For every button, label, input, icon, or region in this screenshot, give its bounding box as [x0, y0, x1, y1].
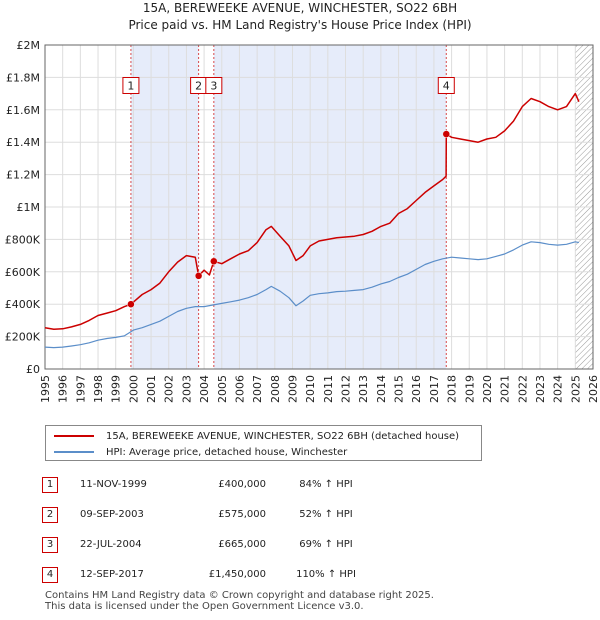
y-tick-label: £800K [5, 233, 41, 246]
x-tick-label: 2010 [304, 375, 317, 403]
property-price-line [44, 92, 580, 331]
sale-number-badge: 2 [42, 507, 58, 523]
footer-line-licence: This data is licensed under the Open Gov… [45, 601, 364, 612]
sale-number-label: 4 [443, 80, 450, 93]
sale-price: £575,000 [218, 509, 266, 520]
legend-swatch-property [54, 435, 94, 437]
y-tick-label: £2M [17, 39, 41, 52]
footer-attribution: Contains HM Land Registry data © Crown c… [45, 590, 434, 612]
y-tick-label: £200K [5, 331, 41, 344]
sale-number-label: 2 [195, 80, 202, 93]
sale-point [210, 257, 218, 266]
x-tick-label: 2022 [516, 375, 529, 403]
x-tick-label: 2012 [340, 375, 353, 403]
y-tick-label: £1.6M [6, 104, 40, 117]
x-tick-label: 2003 [180, 375, 193, 403]
x-tick-label: 2009 [286, 375, 299, 403]
legend-item-hpi: HPI: Average price, detached house, Winc… [54, 444, 347, 460]
y-tick-label: £0 [26, 363, 40, 376]
x-tick-label: 2013 [357, 375, 370, 403]
price-chart: 15A, BEREWEEKE AVENUE, WINCHESTER, SO22 … [5, 1, 600, 403]
x-tick-label: 1997 [74, 375, 87, 403]
x-tick-label: 2021 [499, 375, 512, 403]
x-tick-label: 2017 [428, 375, 441, 403]
x-tick-label: 2023 [534, 375, 547, 403]
sale-date: 12-SEP-2017 [80, 569, 144, 580]
y-tick-label: £1.2M [6, 169, 40, 182]
x-tick-label: 2002 [163, 375, 176, 403]
x-tick-label: 2016 [410, 375, 423, 403]
x-tick-label: 1998 [92, 375, 105, 403]
chart-title-line1: 15A, BEREWEEKE AVENUE, WINCHESTER, SO22 … [143, 1, 457, 15]
x-tick-label: 2026 [587, 375, 600, 403]
table-row: 4 12-SEP-2017 £1,450,000 110% ↑ HPI [40, 567, 440, 585]
sale-price: £665,000 [218, 539, 266, 550]
x-tick-label: 1999 [110, 375, 123, 403]
chart-title-line2: Price paid vs. HM Land Registry's House … [128, 18, 471, 32]
sale-date: 22-JUL-2004 [80, 539, 142, 550]
sale-date: 11-NOV-1999 [80, 479, 147, 490]
y-tick-label: £1M [17, 201, 41, 214]
y-tick-label: £1.8M [6, 71, 40, 84]
x-tick-label: 2000 [127, 375, 140, 403]
x-tick-label: 2008 [269, 375, 282, 403]
x-tick-label: 2018 [446, 375, 459, 403]
sale-hpi-change: 69% ↑ HPI [299, 539, 353, 550]
legend-label-property: 15A, BEREWEEKE AVENUE, WINCHESTER, SO22 … [106, 430, 460, 442]
sale-point [442, 130, 451, 138]
sale-number-badge: 4 [42, 567, 58, 583]
sale-hpi-change: 110% ↑ HPI [296, 569, 356, 580]
x-tick-label: 1995 [39, 375, 52, 403]
x-tick-label: 2020 [481, 375, 494, 403]
x-tick-label: 2019 [463, 375, 476, 403]
hpi-line [44, 241, 580, 349]
x-tick-label: 2025 [569, 375, 582, 403]
sale-number-label: 3 [210, 80, 217, 93]
sale-number-badge: 3 [42, 537, 58, 553]
x-tick-label: 2004 [198, 375, 211, 403]
sale-number-badge: 1 [42, 477, 58, 493]
sale-point [194, 272, 203, 280]
sale-hpi-change: 52% ↑ HPI [299, 509, 353, 520]
sale-price: £1,450,000 [208, 569, 266, 580]
footer-line-copyright: Contains HM Land Registry data © Crown c… [45, 590, 434, 601]
sale-hpi-change: 84% ↑ HPI [299, 479, 353, 490]
table-row: 2 09-SEP-2003 £575,000 52% ↑ HPI [40, 507, 440, 525]
legend-item-property: 15A, BEREWEEKE AVENUE, WINCHESTER, SO22 … [54, 428, 459, 444]
x-tick-label: 2005 [216, 375, 229, 403]
legend-label-hpi: HPI: Average price, detached house, Winc… [106, 446, 348, 458]
x-tick-label: 2014 [375, 375, 388, 403]
x-tick-label: 2006 [233, 375, 246, 403]
sale-point [127, 300, 135, 308]
x-tick-label: 2007 [251, 375, 264, 403]
x-tick-label: 2024 [552, 375, 565, 403]
sale-price: £400,000 [218, 479, 266, 490]
y-tick-label: £600K [5, 266, 41, 279]
y-tick-label: £1.4M [6, 136, 40, 149]
x-tick-label: 1996 [57, 375, 70, 403]
table-row: 3 22-JUL-2004 £665,000 69% ↑ HPI [40, 537, 440, 555]
sale-date: 09-SEP-2003 [80, 509, 144, 520]
y-tick-label: £400K [5, 298, 41, 311]
x-tick-label: 2015 [393, 375, 406, 403]
legend-swatch-hpi [54, 451, 94, 453]
legend: 15A, BEREWEEKE AVENUE, WINCHESTER, SO22 … [45, 425, 482, 461]
table-row: 1 11-NOV-1999 £400,000 84% ↑ HPI [40, 477, 440, 495]
sale-number-box [437, 77, 455, 94]
x-tick-label: 2011 [322, 375, 335, 403]
sale-number-box [122, 77, 140, 94]
plot-frame [44, 44, 594, 370]
sale-number-label: 1 [127, 80, 134, 93]
sale-number-box [205, 77, 223, 94]
x-tick-label: 2001 [145, 375, 158, 403]
